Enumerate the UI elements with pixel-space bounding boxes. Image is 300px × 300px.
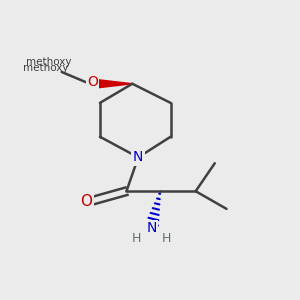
Text: methoxy: methoxy [26,57,71,67]
Polygon shape [90,79,132,89]
Text: N: N [146,221,157,235]
Text: methoxy: methoxy [45,65,52,67]
Text: N: N [133,150,143,164]
Text: O: O [80,194,92,209]
Text: methoxy: methoxy [23,63,68,73]
Text: H: H [162,232,172,245]
Text: O: O [87,75,98,89]
Text: H: H [131,232,141,245]
